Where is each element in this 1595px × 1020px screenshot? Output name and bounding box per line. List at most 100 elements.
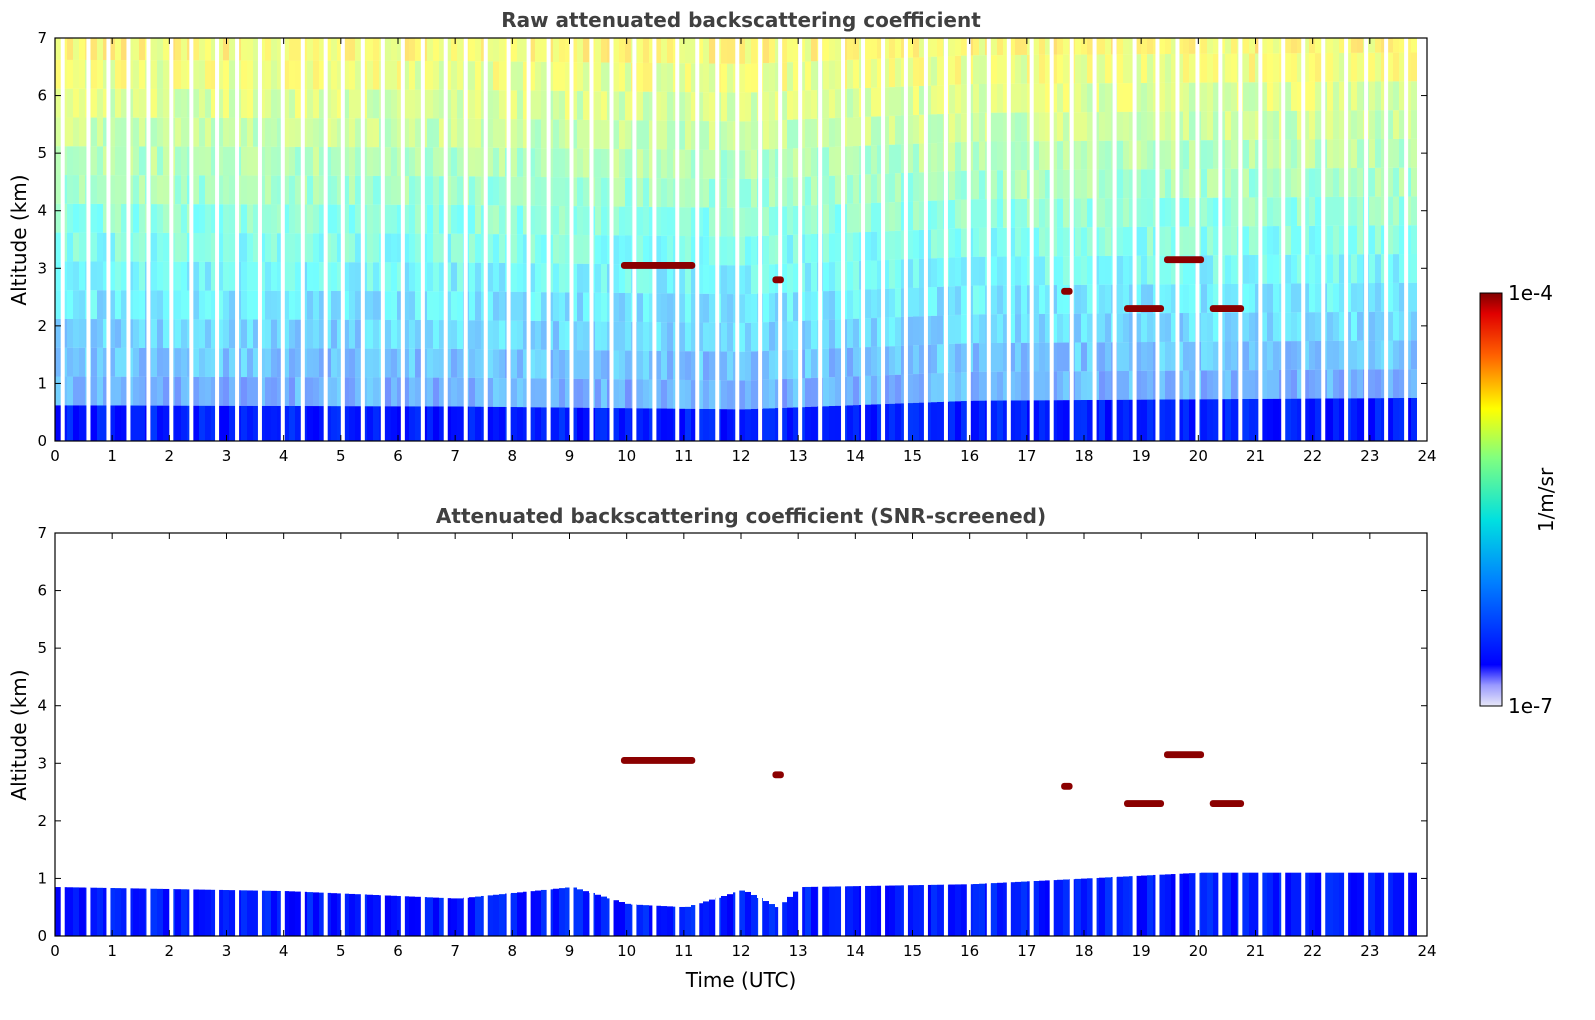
noise-cell [1183,284,1189,314]
noise-cell [1021,285,1027,315]
noise-cell [643,206,649,236]
boundary-layer-cell [577,407,583,441]
noise-cell [253,204,259,234]
noise-cell [139,204,145,233]
noise-cell [307,319,313,349]
noise-cell [517,234,523,264]
noise-cell [259,233,265,262]
noise-cell [1165,140,1171,170]
noise-cell [1351,196,1357,226]
noise-cell [295,233,301,263]
boundary-layer-cell [595,407,601,441]
noise-cell [721,236,727,266]
noise-cell [1141,313,1147,343]
boundary-layer-cell [835,886,841,936]
noise-cell [1081,198,1087,228]
noise-cell [217,233,223,262]
noise-cell [781,62,787,92]
noise-cell [457,61,463,90]
noise-cell [133,204,139,233]
noise-cell [931,229,937,259]
noise-cell [307,118,313,147]
noise-cell [1183,82,1189,112]
boundary-layer-cell [997,400,1003,441]
x-tick-label: 5 [336,942,346,960]
noise-cell [109,60,115,89]
noise-cell [355,348,361,378]
noise-cell [1375,52,1381,82]
boundary-layer-cell [1189,873,1195,936]
boundary-layer-cell [991,883,997,936]
noise-cell [475,147,481,177]
noise-cell [1057,256,1063,286]
noise-cell [637,350,643,380]
noise-cell [307,89,313,119]
noise-cell [163,348,169,377]
noise-cell [1117,284,1123,314]
noise-cell [91,203,97,233]
noise-cell [103,175,109,204]
noise-cell [727,380,733,410]
noise-cell [871,375,877,405]
noise-cell [691,178,697,208]
x-tick-label: 19 [1132,447,1151,465]
noise-cell [835,89,841,118]
noise-cell [793,378,799,408]
noise-cell [1375,81,1381,111]
noise-cell [391,319,397,349]
noise-cell [271,233,277,262]
noise-cell [1411,167,1417,197]
noise-cell [1087,54,1093,84]
noise-cell [73,290,79,320]
noise-cell [175,146,181,176]
noise-cell [487,176,493,206]
noise-cell [769,235,775,265]
boundary-layer-cell [1399,397,1405,441]
noise-cell [1009,38,1015,56]
noise-cell [559,349,565,379]
noise-cell [415,118,421,148]
noise-cell [1135,140,1141,170]
noise-cell [871,145,877,175]
noise-cell [223,204,229,234]
boundary-layer-cell [619,902,625,936]
noise-cell [307,60,313,90]
noise-cell [937,200,943,230]
noise-cell [553,177,559,206]
data-gap [1069,533,1074,936]
boundary-layer-cell [175,405,181,441]
noise-cell [649,120,655,150]
noise-cell [1117,342,1123,371]
noise-cell [349,291,355,320]
noise-cell [907,115,913,144]
noise-cell [499,378,505,407]
noise-cell [1369,110,1375,140]
noise-cell [961,285,967,315]
noise-cell [895,38,901,59]
noise-cell [1375,196,1381,226]
noise-cell [781,148,787,178]
noise-cell [745,178,751,208]
noise-cell [181,348,187,377]
noise-cell [181,261,187,291]
noise-cell [415,89,421,119]
noise-cell [1249,53,1255,83]
noise-cell [511,263,517,292]
boundary-layer-cell [427,897,433,936]
boundary-layer-cell [337,893,343,936]
noise-cell [517,176,523,206]
noise-cell [451,204,457,234]
noise-cell [283,60,289,90]
noise-cell [439,262,445,292]
noise-cell [835,377,841,406]
data-gap [235,38,240,441]
noise-cell [1369,311,1375,341]
noise-cell [895,86,901,116]
noise-cell [1081,371,1087,400]
noise-cell [259,319,265,349]
noise-cell [445,176,451,205]
noise-cell [337,89,343,119]
noise-cell [1201,284,1207,313]
noise-cell [157,319,163,349]
noise-cell [1033,371,1039,401]
